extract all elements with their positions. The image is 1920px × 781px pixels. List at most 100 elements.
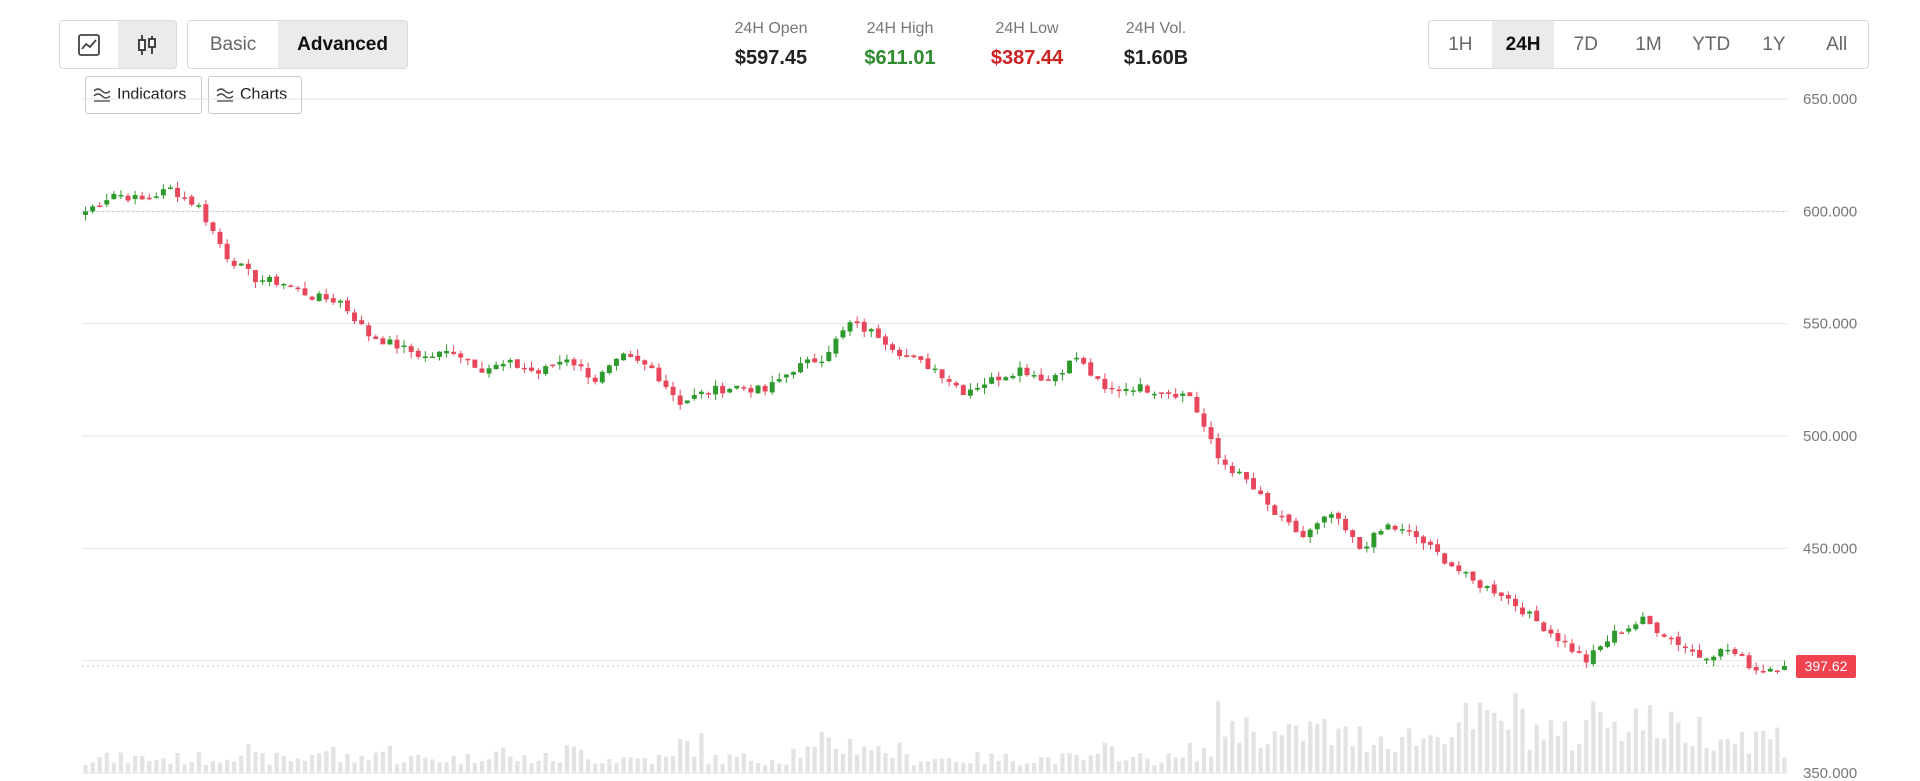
advanced-mode-button[interactable]: Advanced [278, 21, 407, 68]
candle-body [139, 195, 145, 200]
candle-body [1378, 530, 1384, 535]
candle-body [295, 287, 301, 290]
range-tab-1y[interactable]: 1Y [1762, 33, 1786, 55]
stat-label: 24H Open [734, 20, 808, 37]
candle-body [1711, 656, 1717, 661]
candle-body [1406, 530, 1412, 532]
volume-bar [1456, 722, 1461, 773]
volume-bar [1003, 753, 1008, 773]
candle-body [1647, 615, 1653, 625]
candle-body [1258, 490, 1264, 495]
candle-body [1626, 628, 1632, 632]
line-chart-view-button[interactable] [60, 21, 118, 68]
indicators-button[interactable]: Indicators [85, 76, 202, 114]
volume-bar [281, 755, 286, 773]
candlestick-view-button[interactable] [118, 21, 176, 68]
candle-body [1569, 643, 1575, 652]
candle-body [911, 355, 917, 358]
volume-bar [1548, 720, 1553, 773]
volume-bar [1102, 742, 1108, 773]
basic-mode-button[interactable]: Basic [209, 33, 257, 55]
candle-body [592, 377, 598, 382]
volume-bar [1400, 736, 1405, 773]
candle-body [1435, 544, 1441, 552]
range-tab-7d[interactable]: 7D [1573, 33, 1598, 55]
volume-bar [1138, 753, 1143, 773]
volume-bar [1088, 755, 1093, 773]
candle-body [635, 355, 641, 361]
candle-body [550, 364, 556, 367]
volume-bar [274, 752, 279, 773]
volume-bar [309, 755, 315, 773]
charts-button[interactable]: Charts [208, 76, 302, 114]
volume-bar [1272, 731, 1277, 773]
volume-bar [939, 758, 945, 773]
range-tab-24h[interactable]: 24H [1491, 21, 1555, 68]
candle-body [663, 380, 669, 388]
candle-body [932, 368, 938, 371]
candle-body [1265, 493, 1271, 505]
volume-bar [897, 742, 902, 773]
candle-body [1052, 374, 1058, 382]
candle-body [713, 385, 719, 395]
stat-label: 24H High [866, 20, 934, 37]
volume-bar [1180, 757, 1185, 773]
volume-bar [125, 763, 131, 773]
volume-bar [833, 748, 839, 773]
range-tab-1h[interactable]: 1H [1448, 33, 1473, 55]
candle-body [182, 197, 188, 199]
volume-bar [111, 762, 116, 773]
candle-body [890, 344, 896, 350]
volume-bar [1308, 721, 1313, 773]
volume-bar [1584, 720, 1589, 773]
volume-bar [670, 755, 676, 773]
charts-icon [216, 88, 234, 102]
range-tab-1m[interactable]: 1M [1635, 33, 1662, 55]
volume-bar [246, 744, 251, 773]
volume-bar [600, 763, 605, 773]
volume-bar [571, 746, 577, 773]
volume-bar [217, 762, 223, 773]
volume-bar [260, 753, 265, 773]
y-axis: 650.000 600.000 550.000 500.000 450.000 350.0… [1803, 91, 1857, 781]
volume-bar [1244, 717, 1249, 773]
volume-bar [543, 753, 548, 773]
volume-bar [1357, 726, 1362, 773]
time-range-tabs: 1H 24H 7D 1M YTD 1Y All [1428, 20, 1869, 69]
volume-bar [1300, 740, 1306, 773]
volume-bar [1173, 757, 1178, 773]
volume-bar [1739, 731, 1745, 773]
range-tab-all[interactable]: All [1826, 33, 1848, 55]
volume-bar [1237, 742, 1242, 773]
candle-body [408, 346, 414, 353]
volume-bar [465, 753, 470, 773]
candle-body [1045, 379, 1051, 381]
candle-body [1151, 393, 1157, 396]
range-tab-ytd[interactable]: YTD [1692, 33, 1731, 55]
volume-bar [869, 750, 874, 773]
volume-bar [1081, 759, 1086, 773]
candle-body [1364, 546, 1370, 549]
candle-body [748, 388, 754, 393]
volume-bar [168, 763, 173, 773]
candle-body [1399, 529, 1405, 531]
stat-value: $611.01 [864, 47, 936, 69]
volume-bar [317, 753, 322, 773]
volume-bar [1039, 757, 1044, 773]
candle-body [1583, 654, 1589, 663]
candle-body [1697, 650, 1702, 658]
candle-body [1081, 357, 1087, 364]
candle-body [529, 367, 534, 371]
candle-body [97, 205, 103, 208]
candle-body [996, 376, 1002, 381]
candle-body [507, 360, 513, 363]
volume-bar [472, 763, 477, 773]
candle-body [1463, 572, 1469, 574]
volume-bar [90, 762, 95, 773]
candle-body [1640, 616, 1646, 624]
candle-body [1059, 373, 1065, 375]
candle-body [387, 339, 393, 345]
volume-bar [1442, 744, 1447, 773]
candle-body [1555, 633, 1561, 642]
